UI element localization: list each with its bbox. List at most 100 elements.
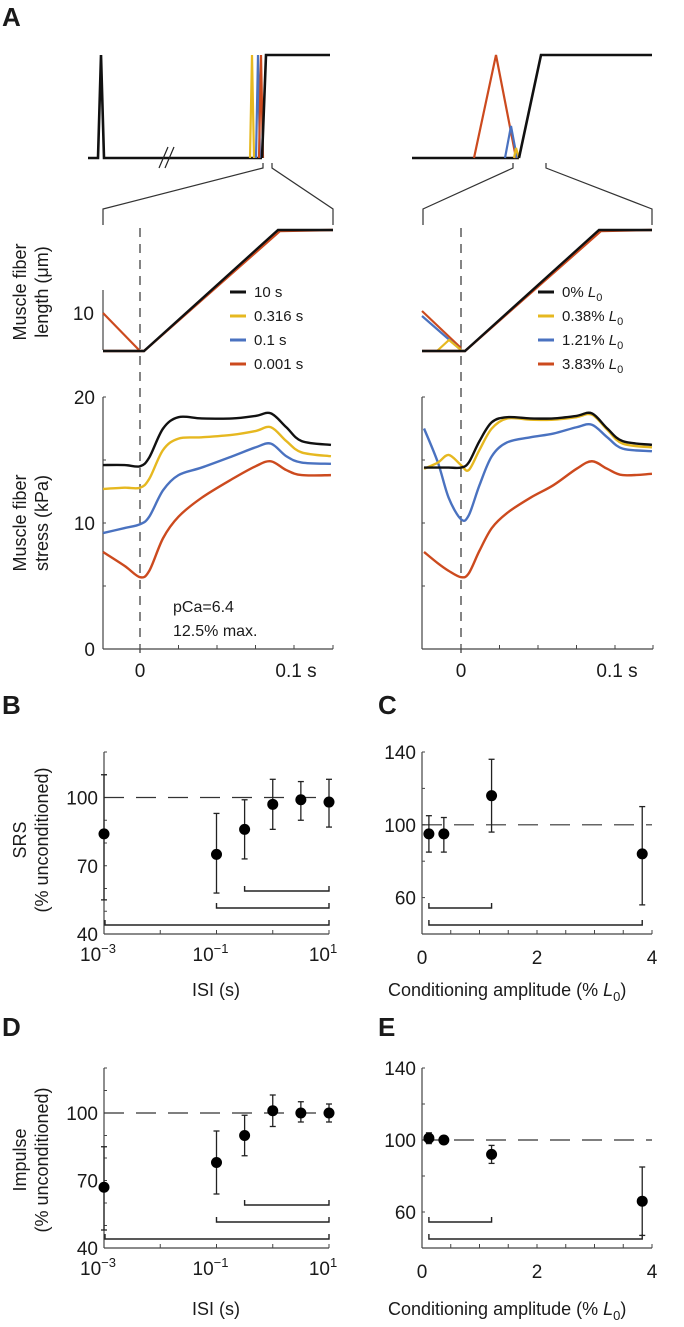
stress-xtick-0: 0 [135, 661, 146, 682]
legend-italic: L [605, 356, 618, 373]
legend-text: 0.38% [562, 308, 605, 325]
zoom-connector-right [271, 163, 334, 225]
data-point [323, 796, 335, 808]
stress-xtick-0: 0 [456, 661, 467, 682]
y-tick-label: 100 [384, 1131, 416, 1152]
x-tick-exponent: −1 [214, 941, 229, 956]
legend-text: 0% [562, 284, 584, 301]
stress-trace-blue [102, 442, 332, 535]
x-tick-label: 4 [647, 1262, 658, 1283]
c-xlabel: Conditioning amplitude (% L0) [388, 980, 626, 1004]
data-point [211, 1157, 222, 1168]
data-point [636, 848, 648, 860]
schematic-baseline-black [88, 54, 262, 160]
stress-ytick-label: 10 [74, 514, 95, 535]
y-tick-label: 40 [77, 925, 98, 946]
x-tick-base: 10 [193, 1259, 214, 1280]
x-tick-label: 101 [309, 941, 337, 966]
significance-bracket [243, 886, 330, 892]
b-ylabel-line1: SRS [10, 821, 30, 858]
break-mark-1 [158, 146, 169, 169]
pca-annotation: pCa=6.4 [173, 599, 234, 616]
d-xlabel: ISI (s) [192, 1299, 240, 1319]
stress-trace-blue [422, 422, 653, 522]
significance-bracket [428, 1234, 643, 1240]
legend-label: 10 s [254, 284, 282, 301]
significance-bracket [215, 1217, 330, 1223]
data-point [267, 1105, 279, 1117]
stress-trace-yellow [423, 412, 653, 472]
stress-trace-black [103, 411, 332, 468]
srs-vs-amplitude-plot: 60 100 140 0 2 4 [384, 743, 657, 969]
stress-xtick-0.1s: 0.1 s [596, 661, 637, 682]
data-point [98, 1181, 110, 1193]
x-tick-base: 10 [80, 1259, 101, 1280]
legend-subscript: 0 [617, 340, 623, 352]
break-mark-2 [164, 146, 175, 169]
y-tick-label: 70 [77, 857, 98, 878]
x-tick-label: 0 [417, 948, 428, 969]
stress-trace-red [423, 460, 653, 579]
data-point [295, 794, 307, 806]
legend-text: 0.316 s [254, 308, 303, 325]
legend-text: 3.83% [562, 356, 605, 373]
data-point [239, 1130, 251, 1141]
legend-label: 1.21% L0 [562, 332, 623, 352]
legend-italic: L [584, 284, 597, 301]
stress-trace-yellow [102, 425, 332, 491]
significance-bracket [215, 903, 330, 909]
data-point [239, 823, 251, 835]
data-point [423, 828, 435, 840]
x-tick-exponent: −1 [214, 1255, 229, 1270]
length-ylabel-line2: length (μm) [32, 246, 52, 337]
legend-label: 0.38% L0 [562, 308, 623, 328]
length-ylabel-line1: Muscle fiber [10, 243, 30, 340]
legend-text: 10 s [254, 284, 282, 301]
x-tick-base: 10 [309, 1259, 330, 1280]
x-tick-base: 10 [193, 945, 214, 966]
y-tick-label: 40 [77, 1239, 98, 1260]
length-ytick-10: 10 [73, 304, 94, 325]
legend-text: 1.21% [562, 332, 605, 349]
schematic-test-stretch-black [517, 53, 652, 159]
y-tick-label: 60 [395, 1203, 416, 1224]
x-tick-label: 0 [417, 1262, 428, 1283]
data-point [323, 1107, 335, 1119]
data-point [423, 1132, 435, 1144]
legend-label: 3.83% L0 [562, 356, 623, 376]
length-trace-red [421, 310, 462, 349]
impulse-vs-amplitude-plot: 60 100 140 0 2 4 [384, 1059, 657, 1283]
legend-label: 0.1 s [254, 332, 287, 349]
length-trace-yellow [436, 338, 462, 352]
length-trace-red-ramp [103, 228, 334, 353]
panel-label-c: C [378, 690, 397, 720]
protocol-schematic-right [412, 53, 653, 225]
legend-text: 0.001 s [254, 356, 303, 373]
stress-plot-right: 0 0.1 s [421, 396, 654, 682]
length-trace-black [422, 228, 652, 353]
zoom-connector-left [422, 163, 514, 225]
significance-bracket [104, 1234, 330, 1240]
length-trace-black [103, 228, 333, 353]
schematic-conditioning-blue [503, 125, 519, 159]
x-tick-label: 10−1 [193, 1255, 229, 1280]
stress-ytick-label: 0 [84, 640, 95, 661]
d-ylabel-line2: (% unconditioned) [32, 1087, 52, 1232]
legend-italic: L [605, 332, 618, 349]
legend-label: 0.316 s [254, 308, 303, 325]
legend-italic: L [605, 308, 618, 325]
y-tick-label: 100 [384, 816, 416, 837]
schematic-conditioning-yellow [512, 147, 521, 159]
panel-label-d: D [2, 1012, 21, 1042]
x-tick-label: 10−1 [193, 941, 229, 966]
stress-plot-left: 0 10 20 0 0.1 s [74, 388, 334, 682]
data-point [486, 790, 498, 802]
legend-subscript: 0 [617, 364, 623, 376]
e-xlabel: Conditioning amplitude (% L0) [388, 1299, 626, 1323]
schematic-conditioning-yellow [248, 54, 256, 159]
zoom-connector-left [102, 163, 264, 225]
stress-ylabel-line1: Muscle fiber [10, 474, 30, 571]
